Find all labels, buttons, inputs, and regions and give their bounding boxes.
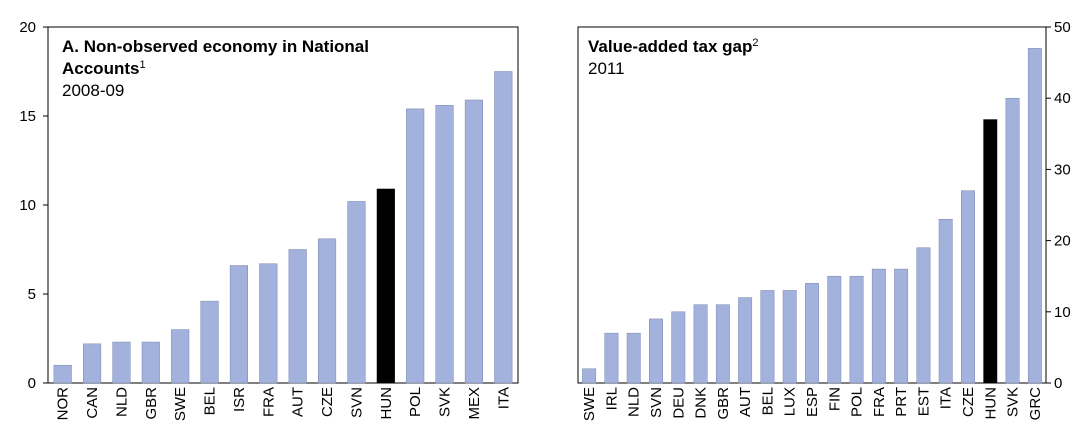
bar [464, 99, 483, 384]
panel-b-title: Value-added tax gap2 2011 [588, 36, 968, 80]
x-tick-label: POL [407, 387, 424, 417]
x-tick-label: SVK [437, 387, 454, 417]
x-tick-label: GBR [715, 387, 732, 420]
x-tick-label: FRA [260, 387, 277, 417]
bar [200, 300, 219, 384]
x-tick-label: BEL [202, 387, 219, 415]
bar [347, 201, 366, 384]
bar [715, 304, 730, 384]
x-tick-label: ITA [495, 387, 512, 409]
bar [916, 247, 931, 384]
title: Value-added tax gap [588, 37, 753, 56]
y-tick-label: 10 [1054, 304, 1071, 321]
bar [782, 290, 797, 384]
y-tick-label: 0 [1054, 375, 1062, 392]
bar [259, 263, 278, 384]
x-tick-label: NOR [55, 387, 72, 421]
x-tick-label: BEL [759, 387, 776, 415]
bar [112, 341, 131, 384]
subtitle: 2008-09 [62, 81, 125, 100]
bar [318, 238, 337, 384]
x-tick-label: CZE [319, 387, 336, 417]
x-tick-label: ITA [938, 387, 955, 409]
y-tick-label: 20 [1054, 233, 1071, 250]
x-tick-label: FIN [826, 387, 843, 411]
title-note: 1 [139, 59, 146, 71]
x-tick-label: CAN [84, 387, 101, 419]
bar [671, 311, 686, 384]
x-tick-label: SVN [348, 387, 365, 418]
x-tick-label: LUX [782, 387, 799, 416]
bar [983, 119, 998, 384]
bar [376, 188, 395, 384]
bar [435, 105, 454, 384]
x-tick-label: HUN [378, 387, 395, 420]
x-tick-label: POL [849, 387, 866, 417]
x-tick-label: MEX [466, 387, 483, 420]
x-tick-label: SWE [581, 387, 598, 421]
bar [229, 265, 248, 384]
bar [406, 108, 425, 384]
bar [738, 297, 753, 384]
bar [649, 318, 663, 384]
bar [141, 341, 160, 384]
x-tick-label: EST [915, 387, 932, 416]
x-tick-label: PRT [893, 387, 910, 417]
x-tick-label: ISR [231, 387, 248, 412]
bar [849, 275, 864, 384]
x-tick-label: SVK [1005, 387, 1022, 417]
y-tick-label: 20 [19, 19, 36, 36]
x-tick-label: GBR [143, 387, 160, 420]
bar [938, 218, 953, 384]
bar [171, 329, 190, 384]
x-tick-label: FRA [871, 387, 888, 417]
x-tick-label: AUT [737, 387, 754, 417]
bar [827, 275, 842, 384]
y-tick-label: 0 [28, 375, 36, 392]
x-tick-label: NLD [626, 387, 643, 417]
x-tick-label: AUT [290, 387, 307, 417]
y-tick-label: 5 [28, 286, 36, 303]
bar [1027, 48, 1042, 384]
bar [693, 304, 708, 384]
x-tick-label: SWE [172, 387, 189, 421]
x-tick-label: GRC [1027, 387, 1044, 421]
title-note: 2 [752, 37, 759, 49]
y-tick-label: 50 [1054, 19, 1071, 36]
bar [582, 368, 597, 384]
title: A. Non-observed economy in National Acco… [62, 37, 369, 78]
y-tick-label: 40 [1054, 90, 1071, 107]
bar [494, 71, 513, 384]
bar [83, 343, 102, 384]
bar [894, 268, 909, 384]
bar [604, 332, 619, 384]
y-tick-label: 30 [1054, 161, 1071, 178]
x-tick-label: IRL [603, 387, 620, 410]
x-tick-label: HUN [982, 387, 999, 420]
bar [1005, 97, 1020, 384]
y-tick-label: 15 [19, 108, 36, 125]
x-tick-label: DNK [693, 387, 710, 419]
x-tick-label: CZE [960, 387, 977, 417]
bar [871, 268, 886, 384]
y-tick-label: 10 [19, 197, 36, 214]
bar [760, 290, 775, 384]
bar [626, 332, 641, 384]
x-tick-label: DEU [670, 387, 687, 419]
x-tick-label: NLD [113, 387, 130, 417]
bar [53, 364, 72, 384]
bar [805, 283, 819, 384]
x-tick-label: SVN [648, 387, 665, 418]
bar [288, 249, 307, 384]
bar [961, 190, 975, 384]
x-tick-label: ESP [804, 387, 821, 417]
subtitle: 2011 [588, 59, 625, 78]
panel-a-title: A. Non-observed economy in National Acco… [62, 36, 442, 102]
